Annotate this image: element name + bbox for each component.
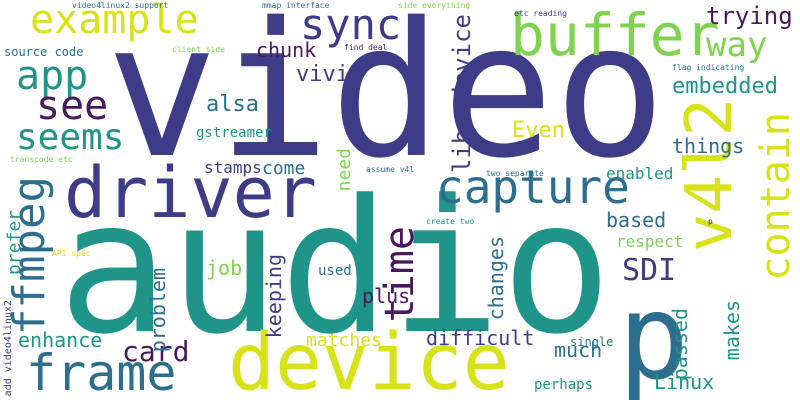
word-video: video [106,0,666,199]
word-chunk: chunk [256,38,317,62]
word-things: things [672,134,745,158]
word-side-everything: side everything [398,1,471,10]
word-come: come [262,158,306,179]
word-prefer: prefer [4,210,25,276]
word-buffer: buffer [510,1,720,69]
word-stamps: stamps [204,158,262,177]
word-p-large: p [618,268,690,400]
word-api-spec: API spec [52,249,91,258]
word-transcode-etc: transcode etc [10,155,73,164]
word-based: based [606,208,667,232]
word-source-code: source code [4,45,84,59]
word-assume-v4l: assume v4l [366,165,415,174]
word-frame: frame [26,344,177,400]
word-see: see [36,83,109,129]
word-even: Even [512,118,565,143]
word-difficult: difficult [426,326,535,350]
word-vivi: vivi [296,62,349,87]
word-audio: audio [58,161,612,375]
word-enhance: enhance [18,328,103,352]
word-used: used [318,263,352,279]
word-app: app [16,53,89,99]
word-mmap-interface: mmap interface [262,1,330,10]
word-device: device [228,318,510,400]
word-client-side: client side [172,45,225,54]
word-way: way [706,25,768,65]
word-perhaps: perhaps [534,377,594,393]
word-card: card [122,335,190,368]
word-respect: respect [616,232,684,251]
word-p-small: p [708,217,713,226]
word-trying: trying [706,2,793,30]
word-matches: matches [306,330,382,351]
word-keeping: keeping [262,254,286,339]
word-plus: plus [362,284,411,308]
word-makes: makes [720,300,744,361]
word-example: example [30,0,199,43]
word-two-separate: two separate [486,169,544,178]
word-v4l2: v4l2 [673,98,747,253]
word-enabled: enabled [606,164,674,183]
word-contain: contain [753,112,799,281]
word-find-deal: find deal [344,43,388,52]
word-much: much [554,338,603,362]
word-flag-indicating: flag indicating [672,63,745,72]
word-etc-reading: etc reading [514,9,567,18]
word-problem: problem [146,268,170,353]
word-linux: Linux [654,370,715,394]
word-video4linux2-support: video4linux2 support [72,1,169,10]
word-seems: seems [16,117,125,158]
word-gstreamer: gstreamer [196,125,272,141]
word-changes: changes [484,236,508,321]
word-driver: driver [64,152,317,234]
word-add-video4linux2: add video4linux2 [3,300,14,397]
word-sync: sync [300,0,402,49]
word-sdi: SDI [622,253,677,288]
word-need: need [334,148,355,192]
word-job: job [206,256,243,280]
word-alsa: alsa [206,92,259,117]
word-create-two: create two [426,217,475,226]
word-embedded: embedded [672,74,778,99]
word-single: single [570,335,614,349]
word-libavdevice: libavdevice [448,14,476,173]
word-capture: capture [436,160,630,214]
